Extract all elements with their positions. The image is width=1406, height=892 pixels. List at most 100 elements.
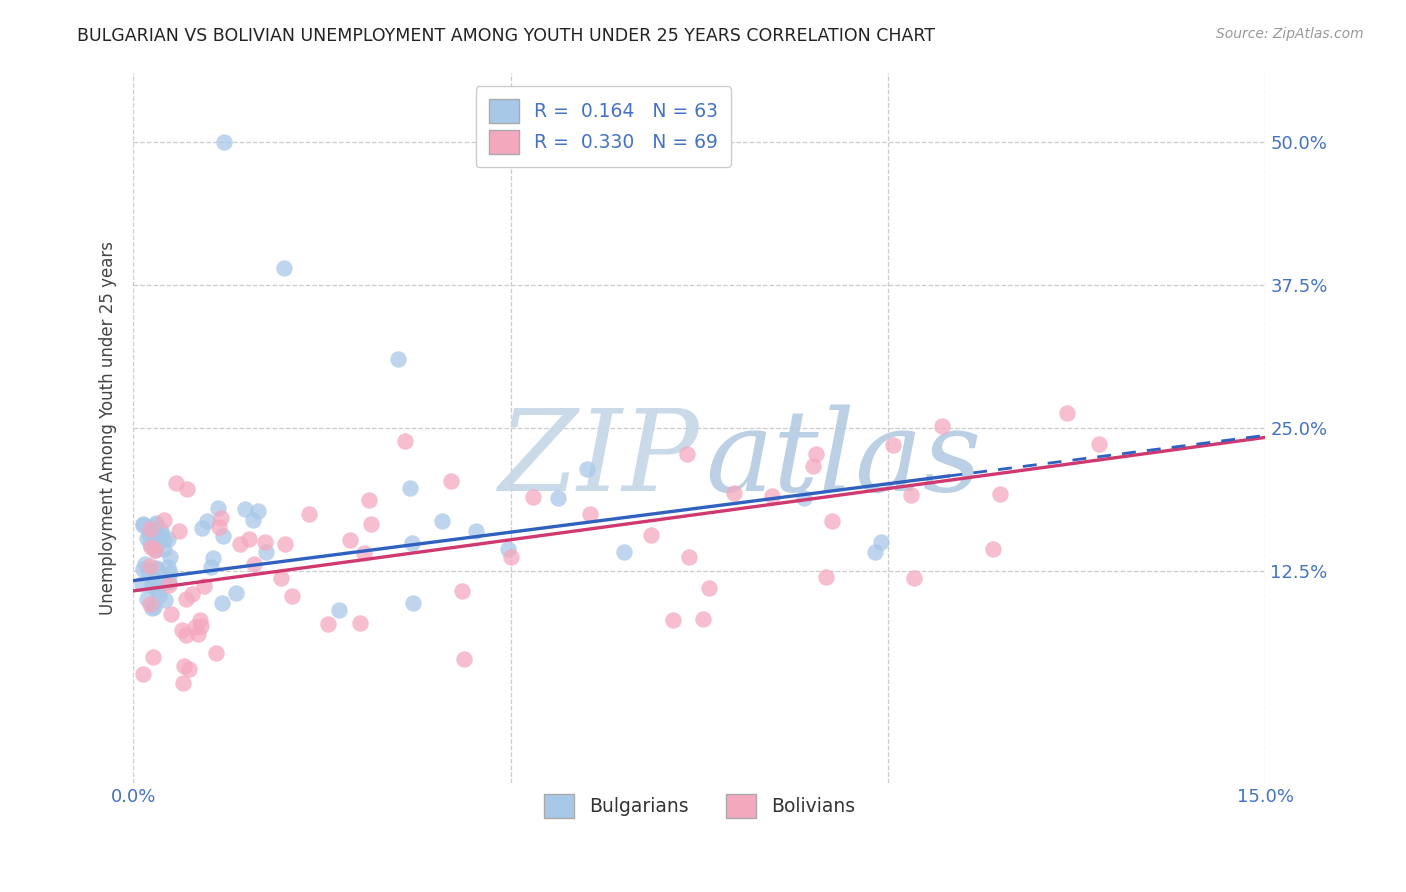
Point xyxy=(339,533,361,548)
Point xyxy=(143,599,166,614)
Point xyxy=(150,523,173,537)
Point xyxy=(139,522,162,536)
Point xyxy=(903,571,925,585)
Point xyxy=(280,589,302,603)
Point xyxy=(398,481,420,495)
Point xyxy=(143,524,166,539)
Point xyxy=(148,590,170,604)
Point xyxy=(247,504,270,518)
Point xyxy=(804,447,827,461)
Point xyxy=(235,502,257,516)
Point xyxy=(139,559,162,574)
Point xyxy=(579,507,602,521)
Text: Source: ZipAtlas.com: Source: ZipAtlas.com xyxy=(1216,27,1364,41)
Point xyxy=(211,596,233,610)
Point xyxy=(157,532,180,546)
Point xyxy=(150,527,173,541)
Point xyxy=(157,560,180,574)
Point xyxy=(184,620,207,634)
Point xyxy=(209,511,232,525)
Point xyxy=(225,586,247,600)
Point xyxy=(360,516,382,531)
Point xyxy=(981,541,1004,556)
Point xyxy=(145,516,167,530)
Point xyxy=(172,623,194,637)
Point xyxy=(165,475,187,490)
Point xyxy=(212,135,235,149)
Point xyxy=(394,434,416,448)
Point xyxy=(146,533,169,548)
Point xyxy=(132,517,155,532)
Point xyxy=(200,559,222,574)
Point xyxy=(139,597,162,611)
Point xyxy=(201,550,224,565)
Point xyxy=(274,537,297,551)
Point xyxy=(662,613,685,627)
Point xyxy=(153,592,176,607)
Point xyxy=(191,521,214,535)
Point xyxy=(1056,406,1078,420)
Point xyxy=(675,446,697,460)
Point xyxy=(174,628,197,642)
Point xyxy=(430,514,453,528)
Point xyxy=(153,513,176,527)
Point xyxy=(253,535,276,549)
Point xyxy=(143,573,166,587)
Point xyxy=(453,652,475,666)
Point xyxy=(174,592,197,607)
Point xyxy=(451,583,474,598)
Point xyxy=(242,557,264,571)
Point xyxy=(205,646,228,660)
Point xyxy=(134,557,156,571)
Point xyxy=(801,459,824,474)
Point xyxy=(1087,437,1109,451)
Point xyxy=(145,562,167,576)
Point xyxy=(143,542,166,557)
Point xyxy=(357,492,380,507)
Point xyxy=(195,514,218,528)
Point xyxy=(402,596,425,610)
Point xyxy=(270,571,292,585)
Point xyxy=(316,616,339,631)
Point xyxy=(229,537,252,551)
Point xyxy=(699,582,721,596)
Point xyxy=(187,627,209,641)
Point xyxy=(793,491,815,505)
Point xyxy=(138,526,160,541)
Point xyxy=(157,574,180,589)
Point xyxy=(815,569,838,583)
Point xyxy=(440,474,463,488)
Point xyxy=(499,550,522,565)
Point xyxy=(692,612,714,626)
Point xyxy=(181,586,204,600)
Point xyxy=(387,352,409,367)
Point xyxy=(157,578,180,592)
Point xyxy=(131,577,153,591)
Point xyxy=(132,562,155,576)
Text: BULGARIAN VS BOLIVIAN UNEMPLOYMENT AMONG YOUTH UNDER 25 YEARS CORRELATION CHART: BULGARIAN VS BOLIVIAN UNEMPLOYMENT AMONG… xyxy=(77,27,935,45)
Point xyxy=(328,603,350,617)
Point xyxy=(547,491,569,506)
Point xyxy=(153,541,176,556)
Point xyxy=(160,607,183,621)
Point xyxy=(173,659,195,673)
Point xyxy=(188,613,211,627)
Point xyxy=(238,532,260,546)
Point xyxy=(298,508,321,522)
Legend: Bulgarians, Bolivians: Bulgarians, Bolivians xyxy=(536,786,862,825)
Point xyxy=(136,592,159,607)
Point xyxy=(678,549,700,564)
Point xyxy=(496,541,519,556)
Point xyxy=(401,535,423,549)
Point xyxy=(159,550,181,565)
Point xyxy=(131,667,153,681)
Y-axis label: Unemployment Among Youth under 25 years: Unemployment Among Youth under 25 years xyxy=(100,241,117,615)
Point xyxy=(176,483,198,497)
Text: ZIP: ZIP xyxy=(499,405,699,516)
Point xyxy=(145,518,167,533)
Point xyxy=(931,418,953,433)
Point xyxy=(145,542,167,557)
Point xyxy=(152,576,174,591)
Point xyxy=(167,524,190,538)
Point xyxy=(141,579,163,593)
